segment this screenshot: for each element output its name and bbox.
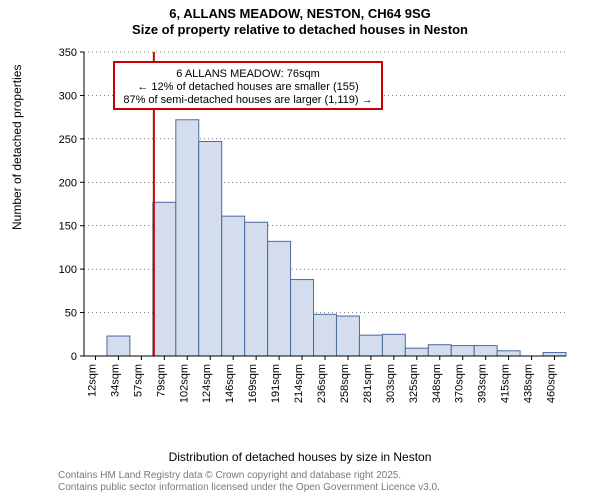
svg-text:393sqm: 393sqm xyxy=(477,364,489,403)
svg-text:34sqm: 34sqm xyxy=(109,364,121,397)
title-line2: Size of property relative to detached ho… xyxy=(0,22,600,38)
svg-text:236sqm: 236sqm xyxy=(316,364,328,403)
svg-text:438sqm: 438sqm xyxy=(523,364,535,403)
y-axis-label: Number of detached properties xyxy=(10,65,24,230)
svg-text:191sqm: 191sqm xyxy=(270,364,282,403)
svg-text:300: 300 xyxy=(59,90,77,102)
svg-text:87% of semi-detached houses ar: 87% of semi-detached houses are larger (… xyxy=(123,94,372,106)
svg-text:← 12% of detached houses are s: ← 12% of detached houses are smaller (15… xyxy=(137,81,358,93)
svg-text:200: 200 xyxy=(59,177,77,189)
svg-text:79sqm: 79sqm xyxy=(155,364,167,397)
svg-text:100: 100 xyxy=(59,264,77,276)
chart-title-block: 6, ALLANS MEADOW, NESTON, CH64 9SG Size … xyxy=(0,0,600,39)
svg-text:0: 0 xyxy=(71,351,77,363)
svg-text:214sqm: 214sqm xyxy=(293,364,305,403)
svg-text:415sqm: 415sqm xyxy=(500,364,512,403)
svg-text:281sqm: 281sqm xyxy=(362,364,374,403)
histogram-plot: 0 50 100 150 200 250 300 350 12sqm 34sqm 57sqm 79sq… xyxy=(52,46,572,416)
footer-attribution: Contains HM Land Registry data © Crown c… xyxy=(58,470,440,493)
svg-text:50: 50 xyxy=(65,308,77,320)
svg-text:250: 250 xyxy=(59,134,77,146)
svg-text:150: 150 xyxy=(59,221,77,233)
svg-text:146sqm: 146sqm xyxy=(224,364,236,403)
svg-text:258sqm: 258sqm xyxy=(339,364,351,403)
svg-text:102sqm: 102sqm xyxy=(178,364,190,403)
svg-text:12sqm: 12sqm xyxy=(86,364,98,397)
x-axis-label: Distribution of detached houses by size … xyxy=(0,450,600,464)
svg-text:169sqm: 169sqm xyxy=(247,364,259,403)
footer-line1: Contains HM Land Registry data © Crown c… xyxy=(58,470,440,482)
title-line1: 6, ALLANS MEADOW, NESTON, CH64 9SG xyxy=(0,6,600,22)
svg-text:370sqm: 370sqm xyxy=(454,364,466,403)
svg-text:124sqm: 124sqm xyxy=(201,364,213,403)
svg-text:325sqm: 325sqm xyxy=(408,364,420,403)
svg-text:348sqm: 348sqm xyxy=(431,364,443,403)
svg-text:460sqm: 460sqm xyxy=(546,364,558,403)
svg-text:350: 350 xyxy=(59,47,77,59)
svg-text:6 ALLANS MEADOW: 76sqm: 6 ALLANS MEADOW: 76sqm xyxy=(176,68,319,80)
svg-text:303sqm: 303sqm xyxy=(385,364,397,403)
footer-line2: Contains public sector information licen… xyxy=(58,482,440,494)
svg-text:57sqm: 57sqm xyxy=(132,364,144,397)
histogram-svg: 0 50 100 150 200 250 300 350 12sqm 34sqm 57sqm 79sq… xyxy=(52,46,572,416)
